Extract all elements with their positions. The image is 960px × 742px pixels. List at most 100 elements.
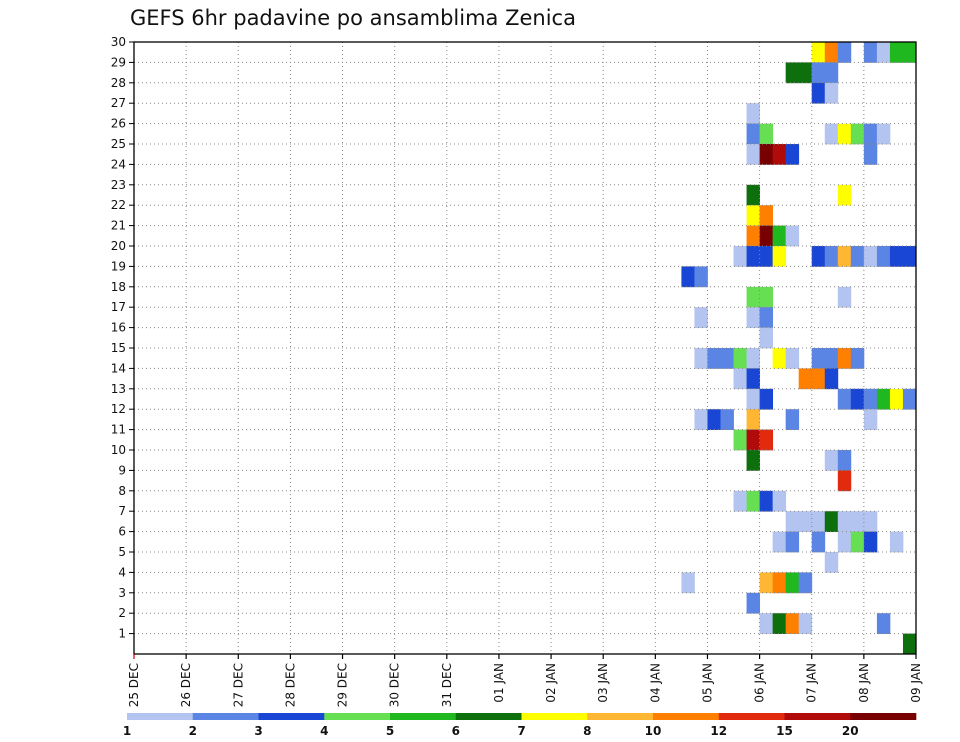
heatmap-cell bbox=[824, 552, 839, 573]
heatmap-cell bbox=[811, 42, 826, 63]
colorbar-swatch bbox=[455, 713, 522, 720]
colorbar-label: 5 bbox=[386, 724, 394, 738]
heatmap-cell bbox=[863, 144, 878, 165]
heatmap-cell bbox=[876, 123, 891, 145]
colorbar-swatch bbox=[521, 713, 588, 720]
y-tick-label: 20 bbox=[111, 239, 126, 253]
heatmap-cell bbox=[746, 205, 760, 226]
heatmap-cell bbox=[785, 409, 800, 430]
heatmap-cell bbox=[876, 42, 891, 63]
heatmap-cell bbox=[759, 286, 774, 308]
heatmap-cell bbox=[811, 348, 826, 369]
y-tick-label: 26 bbox=[111, 117, 126, 131]
heatmap-cell bbox=[694, 348, 708, 369]
x-tick-label: 27 DEC bbox=[231, 663, 245, 707]
heatmap-cell bbox=[707, 348, 721, 369]
heatmap-cell bbox=[824, 511, 839, 532]
heatmap-cell bbox=[798, 572, 813, 594]
y-tick-label: 24 bbox=[111, 157, 126, 171]
y-tick-label: 17 bbox=[111, 300, 126, 314]
y-tick-label: 4 bbox=[118, 565, 126, 579]
colorbar-label: 10 bbox=[645, 724, 662, 738]
x-tick-label: 25 DEC bbox=[127, 663, 141, 707]
heatmap-cell bbox=[733, 429, 747, 451]
heatmap-cell bbox=[837, 531, 852, 553]
x-tick-label: 31 DEC bbox=[440, 663, 454, 707]
y-tick-label: 22 bbox=[111, 198, 126, 212]
heatmap-cell bbox=[772, 144, 787, 165]
heatmap-cell bbox=[837, 450, 852, 471]
y-tick-label: 11 bbox=[111, 423, 126, 437]
heatmap-cell bbox=[746, 388, 760, 410]
heatmap-cell bbox=[837, 286, 852, 308]
y-tick-label: 1 bbox=[118, 627, 126, 641]
heatmap-cell bbox=[785, 511, 800, 532]
y-tick-label: 29 bbox=[111, 55, 126, 69]
heatmap-cell bbox=[746, 409, 760, 430]
heatmap-cell bbox=[759, 307, 774, 328]
y-tick-label: 16 bbox=[111, 321, 126, 335]
x-tick-label: 28 DEC bbox=[283, 663, 297, 707]
y-tick-label: 19 bbox=[111, 259, 126, 273]
ticks-layer: 1234567891011121314151617181920212223242… bbox=[111, 35, 923, 707]
heatmap-cell bbox=[837, 470, 852, 492]
heatmap-cell bbox=[785, 225, 800, 247]
heatmap-cell bbox=[759, 490, 774, 512]
heatmap-cell bbox=[824, 82, 839, 104]
colorbar-swatch bbox=[784, 713, 851, 720]
heatmap-cell bbox=[798, 511, 813, 532]
heatmap-cell bbox=[759, 429, 774, 451]
heatmap-cell bbox=[837, 42, 852, 63]
heatmap-cell bbox=[889, 388, 904, 410]
colorbar-label: 20 bbox=[842, 724, 859, 738]
colorbar-label: 6 bbox=[452, 724, 460, 738]
x-tick-label: 01 JAN bbox=[492, 663, 506, 703]
heatmap-cell bbox=[863, 511, 878, 532]
heatmap-cell bbox=[746, 123, 760, 145]
heatmap-cell bbox=[850, 511, 865, 532]
colorbar-swatch bbox=[718, 713, 785, 720]
heatmap-cell bbox=[850, 531, 865, 553]
y-tick-label: 25 bbox=[111, 137, 126, 151]
heatmap-cell bbox=[850, 388, 865, 410]
heatmap-cell bbox=[876, 388, 891, 410]
heatmap-cell bbox=[694, 266, 708, 288]
y-tick-label: 27 bbox=[111, 96, 126, 110]
colorbar-label: 3 bbox=[254, 724, 262, 738]
heatmap-cell bbox=[863, 531, 878, 553]
heatmap-cell bbox=[785, 572, 800, 594]
heatmap-cell bbox=[759, 388, 774, 410]
heatmap-cell bbox=[798, 613, 813, 634]
x-tick-label: 08 JAN bbox=[857, 663, 871, 703]
y-tick-label: 18 bbox=[111, 280, 126, 294]
colorbar-label: 2 bbox=[189, 724, 197, 738]
x-tick-label: 30 DEC bbox=[388, 663, 402, 707]
heatmap-cell bbox=[811, 368, 826, 390]
cells-layer bbox=[681, 42, 916, 655]
heatmap-cell bbox=[720, 348, 734, 369]
heatmap-cell bbox=[694, 409, 708, 430]
heatmap-cell bbox=[785, 531, 800, 553]
y-tick-label: 9 bbox=[118, 463, 126, 477]
heatmap-cell bbox=[746, 246, 760, 267]
heatmap-cell bbox=[746, 429, 760, 451]
heatmap-cell bbox=[746, 103, 760, 124]
colorbar-swatch bbox=[192, 713, 259, 720]
chart-title: GEFS 6hr padavine po ansamblima Zenica bbox=[130, 6, 576, 30]
heatmap-cell bbox=[863, 123, 878, 145]
heatmap-cell bbox=[746, 144, 760, 165]
colorbar-label: 7 bbox=[517, 724, 525, 738]
heatmap-cell bbox=[785, 62, 800, 84]
y-tick-label: 6 bbox=[118, 525, 126, 539]
y-tick-label: 28 bbox=[111, 76, 126, 90]
grid-layer bbox=[134, 42, 916, 654]
y-tick-label: 12 bbox=[111, 402, 126, 416]
colorbar-swatch bbox=[850, 713, 917, 720]
heatmap-cell bbox=[863, 388, 878, 410]
heatmap-cell bbox=[759, 327, 774, 349]
x-tick-label: 02 JAN bbox=[544, 663, 558, 703]
heatmap-cell bbox=[837, 184, 852, 206]
colorbar-swatch bbox=[127, 713, 194, 720]
heatmap-cell bbox=[733, 490, 747, 512]
